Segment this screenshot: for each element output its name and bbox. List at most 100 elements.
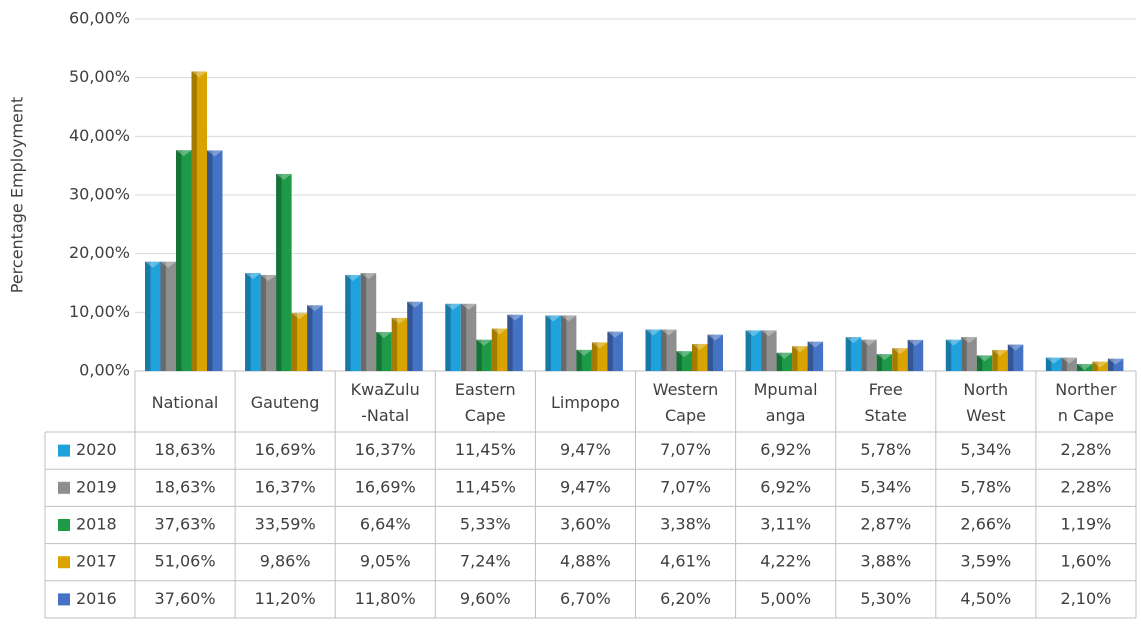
bar-face xyxy=(276,173,292,180)
table-value: 5,33% xyxy=(460,515,511,534)
table-value: 3,60% xyxy=(560,515,611,534)
x-tick-label: Western Cape xyxy=(652,379,719,425)
x-tick-label: North West xyxy=(963,379,1009,425)
bar xyxy=(807,341,824,371)
bar-face xyxy=(945,339,962,371)
bar-face xyxy=(560,315,577,322)
bar-face xyxy=(191,71,197,371)
table-value: 5,78% xyxy=(960,477,1011,496)
bar-face xyxy=(560,315,567,371)
bar-face xyxy=(692,343,708,371)
bar xyxy=(360,273,377,371)
legend-label: 2020 xyxy=(76,440,117,459)
bar-face xyxy=(160,261,176,371)
bar-face xyxy=(307,305,313,371)
bar-face xyxy=(507,314,523,371)
bar-face xyxy=(460,303,477,310)
bar xyxy=(260,274,277,371)
table-value: 6,64% xyxy=(360,515,411,534)
table-value: 16,69% xyxy=(255,440,316,459)
bar-face xyxy=(307,305,323,312)
table-value: 11,20% xyxy=(255,589,316,608)
table-value: 1,19% xyxy=(1061,515,1112,534)
bar-face xyxy=(191,71,207,78)
x-tick-label: Mpumal anga xyxy=(753,379,818,425)
bar xyxy=(445,303,461,371)
bar-face xyxy=(376,332,392,371)
table-value: 6,70% xyxy=(560,589,611,608)
bar-face xyxy=(591,342,598,371)
bar xyxy=(876,354,893,371)
bar-face xyxy=(776,352,793,359)
bar-face xyxy=(745,330,752,371)
bar xyxy=(276,173,292,371)
bar-face xyxy=(761,330,777,337)
bar-face xyxy=(476,339,482,371)
bar-face xyxy=(976,355,993,362)
bar-face xyxy=(645,329,661,336)
bar-face xyxy=(745,330,762,371)
bar-face xyxy=(876,354,893,371)
bar xyxy=(692,343,708,371)
bar-face xyxy=(807,341,814,371)
table-value: 4,50% xyxy=(960,589,1011,608)
legend-key xyxy=(58,519,70,531)
bar-face xyxy=(961,337,967,371)
legend-key xyxy=(58,481,70,494)
bar-face xyxy=(892,348,908,355)
table-value: 4,22% xyxy=(760,552,811,571)
bar xyxy=(345,274,361,371)
bar xyxy=(907,339,924,371)
y-tick-label: 60,00% xyxy=(69,9,130,28)
bar xyxy=(460,303,477,371)
bar-face xyxy=(661,329,677,371)
bar-face xyxy=(291,313,308,371)
table-value: 18,63% xyxy=(155,440,216,459)
bar-face xyxy=(1061,357,1077,371)
bar xyxy=(191,71,207,371)
table-value: 16,37% xyxy=(255,477,316,496)
table-value: 3,88% xyxy=(860,552,911,571)
table-value: 7,24% xyxy=(460,552,511,571)
bar-face xyxy=(676,351,692,358)
bar-face xyxy=(1061,357,1077,364)
bar xyxy=(976,355,993,371)
bar-face xyxy=(291,313,308,320)
bar-face xyxy=(792,346,798,371)
bar xyxy=(1061,357,1077,371)
bar-face xyxy=(645,329,661,371)
bar-face xyxy=(992,349,1008,356)
bar-face xyxy=(776,352,793,371)
bar-face xyxy=(861,339,877,346)
x-tick-label: Limpopo xyxy=(550,392,620,412)
bar xyxy=(391,317,408,371)
bar-face xyxy=(176,150,192,157)
table-value: 2,66% xyxy=(960,515,1011,534)
bar-face xyxy=(1092,361,1108,371)
bar-face xyxy=(707,334,713,371)
bar xyxy=(661,329,677,371)
bar-face xyxy=(776,352,783,371)
bar-face xyxy=(576,349,582,371)
table-value: 16,37% xyxy=(355,440,416,459)
bar-face xyxy=(345,274,361,281)
bar-face xyxy=(445,303,461,310)
bar xyxy=(792,346,808,371)
bar-face xyxy=(892,348,898,371)
bar xyxy=(1007,344,1024,371)
bar xyxy=(607,331,623,371)
y-tick-label: 20,00% xyxy=(69,243,130,262)
bar-face xyxy=(176,150,182,371)
bar-face xyxy=(507,314,523,321)
bar-face xyxy=(961,337,977,344)
bar xyxy=(307,305,323,371)
bar-face xyxy=(191,71,207,371)
bar-face xyxy=(907,339,924,346)
table-value: 37,60% xyxy=(155,589,216,608)
bar-face xyxy=(407,301,423,371)
bar-face xyxy=(545,315,561,371)
bar-face xyxy=(360,273,377,371)
bar-face xyxy=(876,354,883,371)
table-value: 9,47% xyxy=(560,440,611,459)
table-value: 2,10% xyxy=(1061,589,1112,608)
